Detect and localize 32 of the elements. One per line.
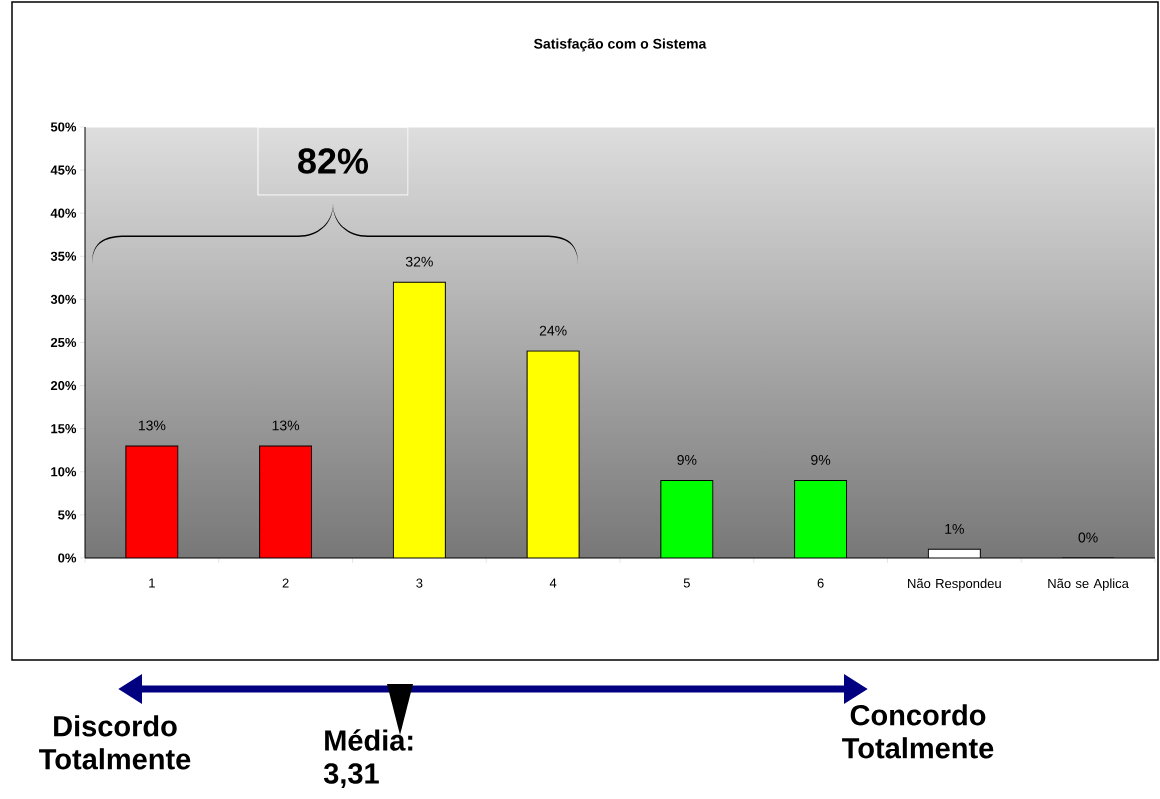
data-label: 1%	[945, 524, 964, 534]
data-label: 32%	[405, 256, 433, 267]
annotation: 82%	[298, 148, 369, 174]
x-tick-label: 2	[282, 578, 289, 588]
text: Média: 3,31	[323, 729, 413, 788]
y-tick-label: 20%	[50, 380, 77, 391]
data-label: 9%	[677, 454, 697, 465]
x-tick-label: 5	[683, 578, 690, 588]
data-label: 9%	[811, 454, 831, 465]
data-label: 13%	[138, 420, 166, 431]
x-tick-label: 3	[416, 578, 423, 588]
x-tick-label: 4	[549, 578, 557, 588]
data-label: 13%	[272, 420, 300, 431]
x-tick-label: Não se Aplica	[1048, 578, 1129, 591]
chart-title: Satisfação com o Sistema	[534, 38, 707, 52]
y-tick-label: 30%	[50, 294, 77, 304]
y-tick-label: 35%	[50, 251, 77, 261]
x-tick-label: 1	[149, 578, 155, 588]
y-tick-label: 50%	[50, 122, 77, 132]
y-tick-label: 45%	[50, 165, 77, 175]
text: Concordo Totalmente	[842, 704, 994, 759]
y-tick-label: 15%	[51, 424, 77, 434]
x-tick-label: Não Respondeu	[908, 578, 1001, 591]
y-tick-label: 40%	[50, 208, 77, 218]
y-tick-label: 5%	[58, 510, 77, 520]
y-tick-label: 25%	[50, 337, 77, 348]
y-tick-label: 0%	[58, 553, 77, 563]
data-label: 0%	[1078, 532, 1098, 543]
x-tick-label: 6	[817, 578, 824, 588]
y-tick-label: 10%	[51, 467, 77, 477]
text: Discordo Totalmente	[39, 715, 191, 770]
data-label: 24%	[539, 325, 567, 336]
